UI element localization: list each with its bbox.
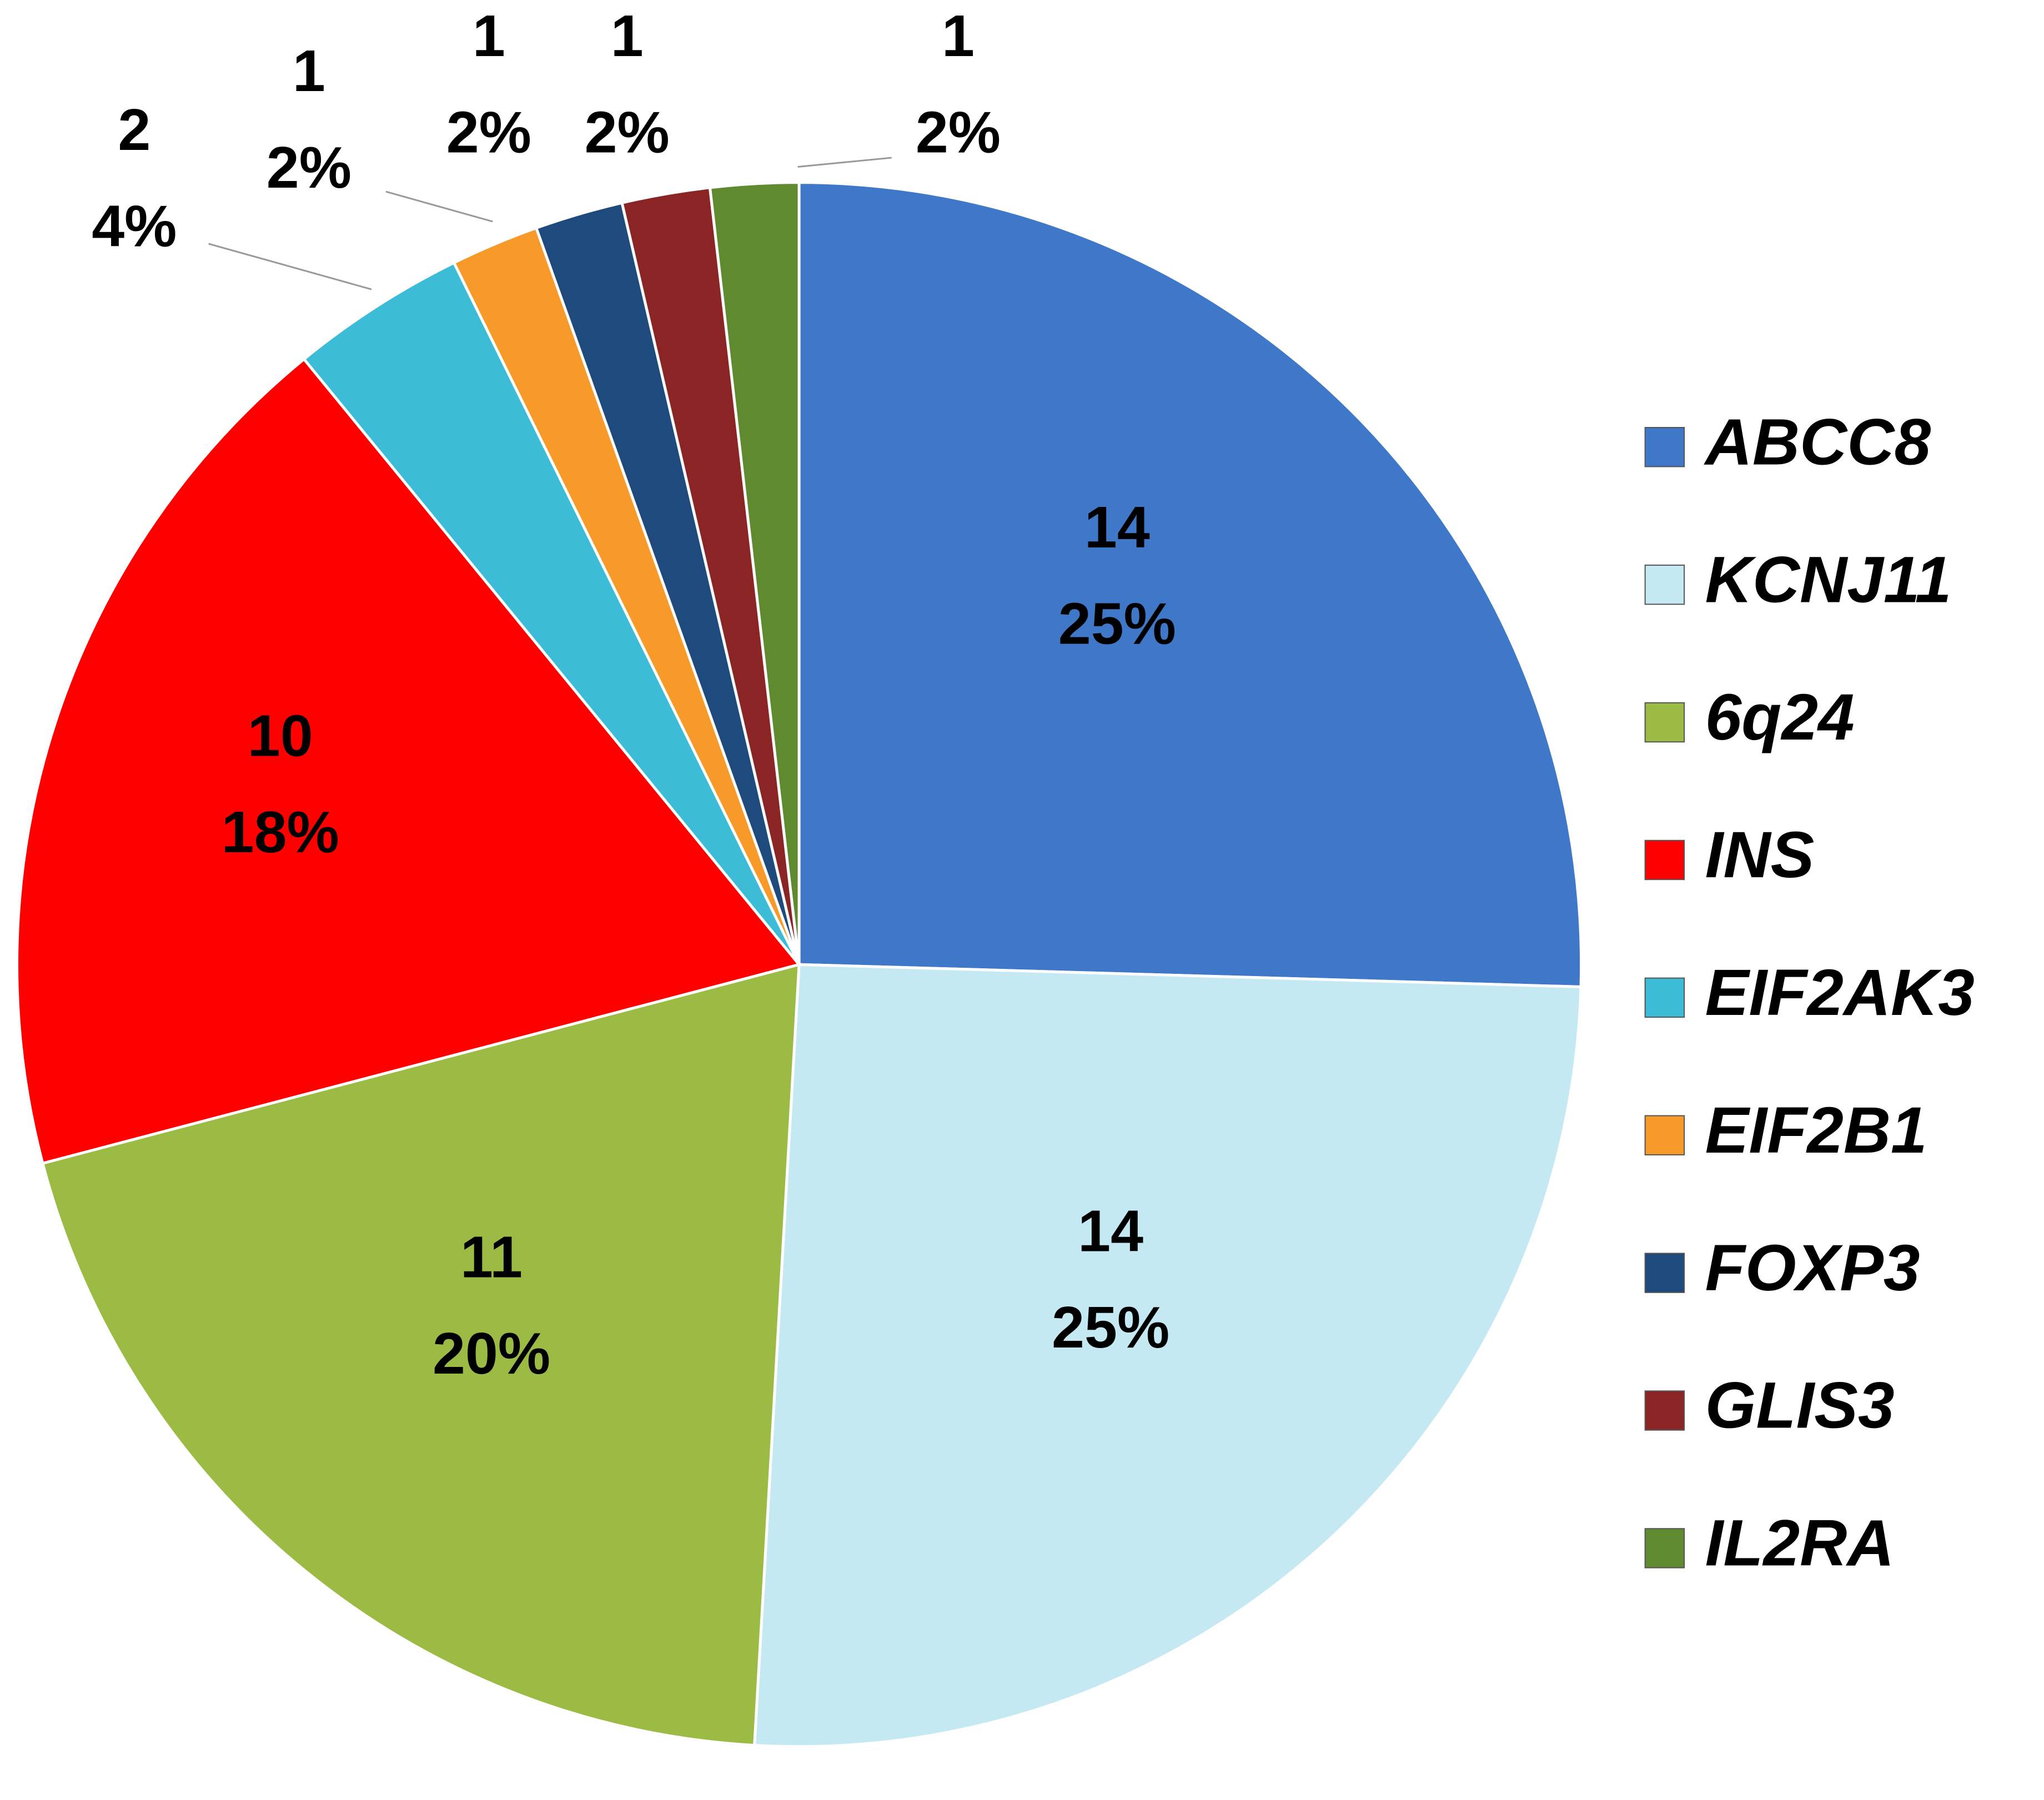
pie-slice: [797, 181, 1583, 989]
pie-slice: [41, 962, 801, 1747]
data-label-count: 2: [118, 97, 150, 163]
data-label-count: 1: [942, 3, 975, 69]
legend-swatch: [1644, 1390, 1685, 1431]
data-label-percent: 25%: [1052, 1295, 1169, 1360]
data-label-percent: 2%: [585, 99, 670, 165]
legend-swatch: [1644, 1253, 1685, 1293]
pie-slice: [302, 260, 801, 966]
leader-line: [208, 243, 372, 290]
legend-swatch: [1644, 564, 1685, 605]
data-label-count: 10: [248, 703, 313, 768]
legend-label: EIF2B1: [1705, 1094, 1927, 1167]
legend-label: EIF2AK3: [1705, 956, 1975, 1029]
data-label-percent: 4%: [92, 194, 177, 259]
data-label-count: 1: [611, 3, 644, 69]
pie-slice: [16, 357, 802, 1165]
legend-label: INS: [1705, 818, 1815, 892]
data-label-percent: 25%: [1058, 591, 1176, 657]
data-label-count: 14: [1078, 1199, 1143, 1264]
legend-label: KCNJ11: [1705, 543, 1952, 616]
data-label-percent: 20%: [433, 1321, 550, 1386]
leader-line: [385, 190, 493, 223]
legend-swatch: [1644, 427, 1685, 467]
legend-swatch: [1644, 702, 1685, 743]
legend-label: ABCC8: [1704, 405, 1931, 479]
data-label-count: 11: [460, 1224, 523, 1290]
legend-swatch: [1644, 977, 1685, 1018]
legend-label: GLIS3: [1705, 1369, 1895, 1442]
pie-slice: [753, 963, 1583, 1748]
data-label-count: 1: [293, 38, 325, 104]
data-label-count: 14: [1084, 495, 1150, 560]
legend-swatch: [1644, 1115, 1685, 1155]
data-label-percent: 18%: [222, 800, 339, 865]
legend-swatch: [1644, 839, 1685, 881]
data-label-percent: 2%: [267, 135, 351, 200]
data-label-percent: 2%: [916, 99, 1001, 165]
data-label-percent: 2%: [446, 99, 531, 165]
leader-line: [797, 157, 892, 168]
legend-label: 6q24: [1705, 681, 1855, 754]
legend-swatch: [1644, 1528, 1685, 1568]
data-label-count: 1: [473, 3, 505, 69]
legend-label: FOXP3: [1705, 1231, 1920, 1305]
legend-label: IL2RA: [1705, 1507, 1895, 1580]
pie-slice: [708, 181, 801, 965]
